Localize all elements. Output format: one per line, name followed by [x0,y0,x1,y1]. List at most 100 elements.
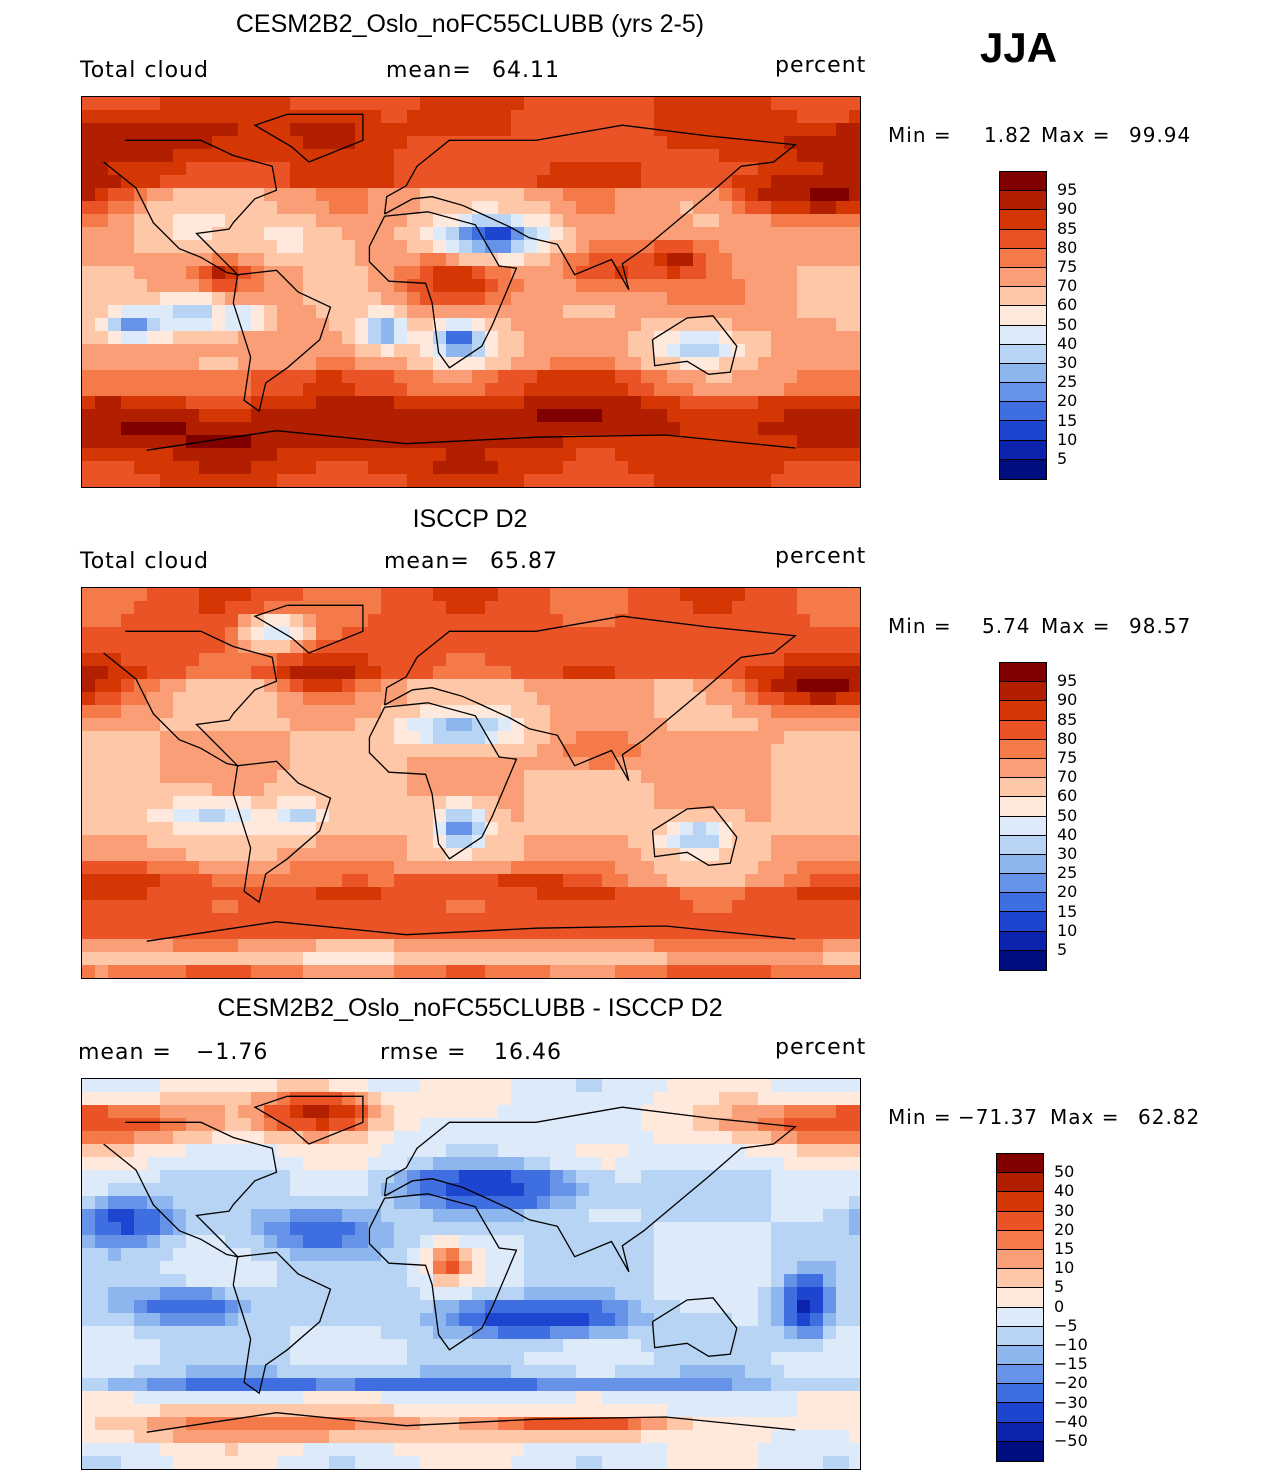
map-cell [160,435,174,449]
map-cell [732,422,746,436]
map-cell [381,666,395,680]
map-cell [433,952,447,966]
map-cell [498,1196,512,1210]
map-cell [771,149,785,163]
map-cell [147,331,161,345]
map-cell [381,1222,395,1236]
map-cell [589,188,603,202]
map-cell [615,848,629,862]
map-cell [680,640,694,654]
map-cell [303,653,317,667]
map-cell [498,848,512,862]
map-cell [524,939,538,953]
map-cell [706,149,720,163]
map-cell [238,1287,252,1301]
map-cell [537,913,551,927]
map-cell [472,357,486,371]
map-cell [550,679,564,693]
map-cell [524,913,538,927]
map-cell [628,396,642,410]
map-cell [316,692,330,706]
map-cell [199,292,213,306]
map-cell [147,253,161,267]
map-cell [147,1079,161,1093]
map-cell [498,1170,512,1184]
map-cell [849,422,860,436]
map-cell [810,783,824,797]
map-cell [576,705,590,719]
map-cell [82,383,96,397]
map-cell [381,97,395,111]
map-cell [784,783,798,797]
map-cell [394,1235,408,1249]
map-cell [329,123,343,137]
map-cell [511,461,525,475]
map-cell [381,344,395,358]
map-cell [485,370,499,384]
map-cell [329,253,343,267]
map-cell [212,1261,226,1275]
map-cell [823,757,837,771]
map-cell [316,653,330,667]
map-cell [108,705,122,719]
map-cell [329,279,343,293]
map-cell [485,1079,499,1093]
map-cell [264,331,278,345]
map-cell [498,952,512,966]
map-cell [628,292,642,306]
map-cell [108,370,122,384]
map-cell [186,396,200,410]
map-cell [784,1326,798,1340]
map-cell [719,1261,733,1275]
map-cell [693,409,707,423]
map-cell [251,822,265,836]
map-cell [810,1092,824,1106]
map-cell [355,110,369,124]
map-cell [95,149,109,163]
map-cell [290,188,304,202]
map-cell [95,201,109,215]
map-cell [563,136,577,150]
map-cell [108,666,122,680]
map-cell [550,123,564,137]
map-cell [680,809,694,823]
map-cell [446,757,460,771]
map-cell [160,874,174,888]
map-cell [706,279,720,293]
map-cell [680,1261,694,1275]
map-cell [381,409,395,423]
map-cell [654,175,668,189]
map-cell [667,396,681,410]
map-cell [277,1079,291,1093]
map-cell [199,887,213,901]
map-cell [238,409,252,423]
map-cell [589,822,603,836]
map-cell [797,136,811,150]
map-cell [784,461,798,475]
map-cell [186,783,200,797]
map-cell [654,461,668,475]
map-cell [797,1235,811,1249]
map-cell [628,900,642,914]
map-cell [433,1222,447,1236]
map-cell [576,240,590,254]
map-cell [745,1326,759,1340]
map-cell [303,848,317,862]
map-cell [654,240,668,254]
map-cell [667,409,681,423]
map-cell [95,123,109,137]
map-cell [108,227,122,241]
map-cell [355,1131,369,1145]
map-cell [303,279,317,293]
map-cell [797,1261,811,1275]
map-cell [251,1235,265,1249]
map-cell [95,588,109,602]
map-cell [836,900,850,914]
map-cell [147,318,161,332]
map-cell [745,188,759,202]
map-cell [95,1352,109,1366]
map-cell [277,588,291,602]
map-cell [199,640,213,654]
map-cell [771,1261,785,1275]
map-cell [251,1092,265,1106]
